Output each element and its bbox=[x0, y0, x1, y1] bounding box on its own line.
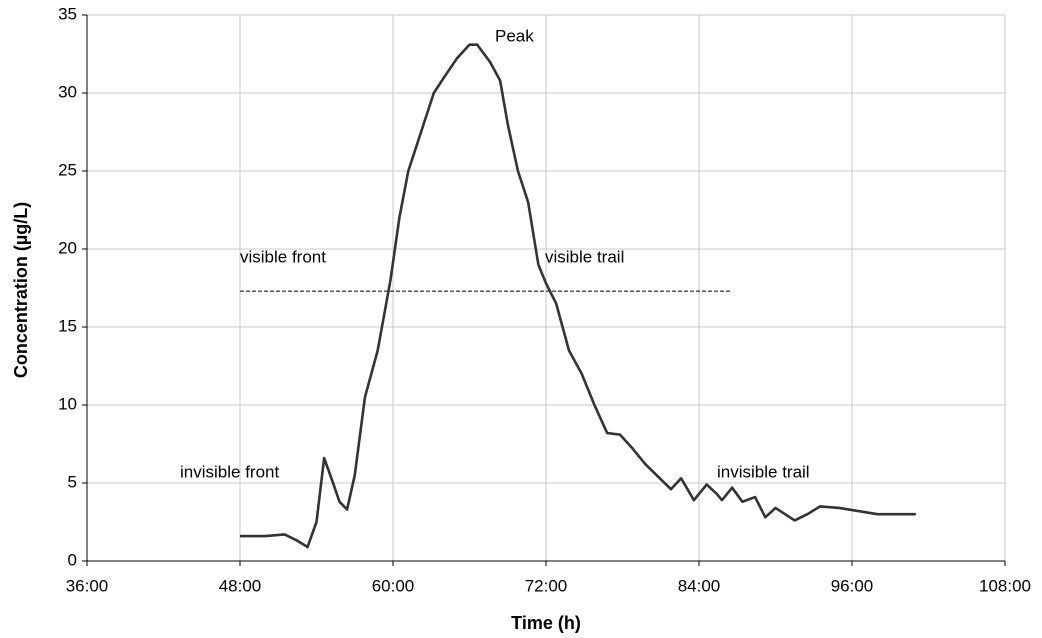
annotation: visible front bbox=[240, 247, 326, 266]
y-tick-label: 35 bbox=[58, 4, 77, 23]
x-tick-label: 96:00 bbox=[831, 576, 874, 595]
data-line bbox=[240, 43, 916, 549]
y-axis-title: Concentration (µg/L) bbox=[11, 202, 31, 378]
y-tick-label: 10 bbox=[58, 394, 77, 413]
x-tick-label: 60:00 bbox=[372, 576, 415, 595]
x-tick-label: 108:00 bbox=[979, 576, 1031, 595]
annotation: Peak bbox=[495, 26, 534, 45]
x-tick-label: 36:00 bbox=[66, 576, 109, 595]
x-tick-label: 72:00 bbox=[525, 576, 568, 595]
x-axis-title: Time (h) bbox=[511, 613, 581, 633]
annotation: visible trail bbox=[545, 247, 624, 266]
y-tick-label: 0 bbox=[68, 550, 77, 569]
y-tick-label: 30 bbox=[58, 82, 77, 101]
x-tick-label: 84:00 bbox=[678, 576, 721, 595]
y-tick-label: 15 bbox=[58, 316, 77, 335]
annotation: invisible trail bbox=[717, 462, 810, 481]
x-tick-label: 48:00 bbox=[219, 576, 262, 595]
annotation: invisible front bbox=[180, 462, 279, 481]
y-tick-label: 5 bbox=[68, 472, 77, 491]
y-tick-label: 25 bbox=[58, 160, 77, 179]
y-tick-label: 20 bbox=[58, 238, 77, 257]
